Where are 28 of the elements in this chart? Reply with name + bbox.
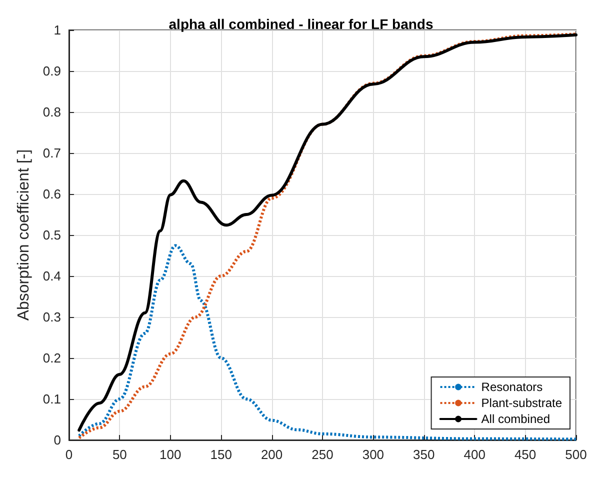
y-axis-title: Absorption coefficient [-] — [16, 149, 32, 321]
y-tick-label: 0 — [54, 432, 61, 448]
x-tick-label: 300 — [362, 447, 384, 462]
y-tick-label: 0.9 — [42, 64, 61, 78]
x-tick-label: 50 — [112, 447, 127, 462]
line-series — [78, 244, 578, 441]
y-tick-label: 1 — [54, 22, 61, 38]
y-tick-label: 0.2 — [42, 350, 61, 366]
y-tick-label: 0.3 — [42, 310, 61, 324]
x-tick-label: 350 — [413, 447, 435, 462]
x-tick-label: 250 — [312, 447, 334, 462]
x-tick-label: 500 — [565, 447, 587, 462]
y-tick-label: 0.1 — [42, 392, 61, 406]
chart-title: alpha all combined - linear for LF bands — [168, 16, 434, 32]
x-tick-label: 150 — [210, 447, 232, 462]
x-tick-label: 400 — [464, 447, 486, 462]
y-tick-label: 0.5 — [42, 228, 61, 242]
x-tick-label: 200 — [260, 447, 283, 462]
y-tick-label: 0.4 — [42, 268, 61, 284]
y-tick-label: 0.8 — [42, 104, 61, 120]
x-tick-label: 100 — [160, 447, 182, 462]
legend-label: All combined — [481, 412, 550, 426]
x-tick-label: 0 — [65, 447, 73, 462]
y-tick-label: 0.7 — [42, 146, 61, 160]
y-tick-label: 0.6 — [42, 186, 61, 202]
legend-label: Plant-substrate — [481, 396, 562, 410]
legend-label: Resonators — [481, 380, 543, 394]
x-tick-label: 450 — [514, 447, 536, 462]
